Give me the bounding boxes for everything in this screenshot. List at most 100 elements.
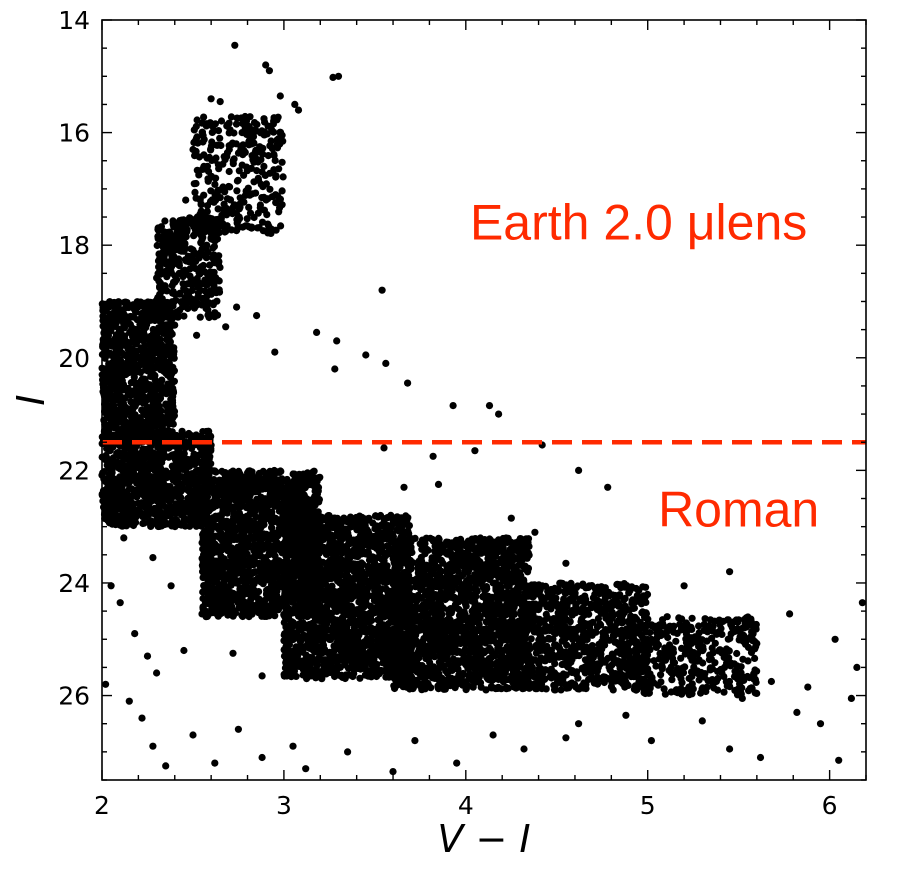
scatter-point	[133, 479, 141, 487]
scatter-point	[181, 444, 189, 452]
scatter-point	[202, 486, 210, 494]
scatter-point	[229, 472, 237, 480]
scatter-point	[101, 420, 109, 428]
scatter-point	[171, 321, 179, 329]
scatter-point	[353, 526, 361, 534]
scatter-point	[166, 339, 174, 347]
scatter-points	[98, 41, 867, 776]
scatter-point	[164, 470, 172, 478]
scatter-point	[109, 353, 117, 361]
scatter-point	[202, 561, 210, 569]
scatter-point	[203, 520, 211, 528]
scatter-point	[140, 335, 148, 343]
scatter-point	[103, 501, 112, 509]
scatter-point	[334, 604, 342, 612]
scatter-point	[375, 624, 383, 632]
scatter-point	[204, 538, 213, 546]
scatter-point	[182, 472, 190, 480]
scatter-point	[299, 671, 307, 679]
scatter-point	[280, 672, 288, 680]
scatter-point	[167, 366, 175, 374]
scatter-point	[116, 367, 124, 375]
scatter-point	[323, 562, 331, 570]
scatter-point	[285, 647, 294, 655]
scatter-point	[169, 405, 177, 414]
scatter-point	[291, 497, 299, 505]
scatter-point	[111, 313, 120, 321]
scatter-point	[235, 509, 243, 517]
scatter-point	[340, 645, 348, 653]
scatter-point	[103, 396, 111, 404]
scatter-point	[126, 351, 134, 359]
scatter-point	[256, 567, 264, 576]
scatter-point	[246, 490, 254, 498]
scatter-point	[204, 526, 212, 534]
scatter-point	[106, 298, 114, 306]
scatter-point	[234, 480, 242, 488]
scatter-point	[219, 508, 227, 516]
scatter-point	[142, 479, 150, 487]
scatter-point	[270, 546, 278, 555]
scatter-point	[214, 548, 222, 556]
scatter-point	[240, 490, 248, 498]
scatter-point	[311, 487, 319, 495]
scatter-point	[192, 456, 200, 465]
scatter-point	[169, 420, 177, 428]
scatter-point	[212, 468, 220, 476]
scatter-point	[282, 664, 290, 672]
scatter-point	[120, 497, 128, 505]
scatter-point	[316, 591, 324, 599]
scatter-point	[120, 406, 128, 414]
scatter-point	[132, 433, 141, 441]
scatter-point	[134, 423, 142, 431]
scatter-point	[136, 298, 144, 306]
scatter-point	[254, 488, 262, 496]
scatter-point	[255, 609, 263, 617]
scatter-point	[169, 384, 177, 392]
scatter-point	[118, 490, 126, 498]
scatter-point	[285, 561, 293, 569]
scatter-point	[149, 495, 157, 503]
scatter-point	[141, 399, 149, 407]
scatter-point	[106, 341, 114, 349]
scatter-point	[241, 576, 250, 584]
scatter-point	[264, 540, 272, 548]
scatter-point	[141, 356, 149, 364]
scatter-point	[159, 362, 167, 371]
scatter-point	[204, 454, 212, 462]
scatter-point	[199, 507, 207, 516]
scatter-point	[145, 392, 153, 400]
scatter-point	[113, 360, 121, 368]
scatter-point	[166, 443, 174, 452]
scatter-point	[166, 430, 174, 438]
scatter-point	[176, 520, 184, 528]
scatter-point	[173, 432, 181, 440]
scatter-point	[136, 346, 145, 354]
scatter-point	[133, 398, 142, 407]
scatter-point	[273, 557, 281, 565]
scatter-point	[198, 448, 206, 456]
scatter-point	[150, 455, 158, 463]
scatter-point	[227, 565, 235, 573]
scatter-point	[207, 432, 215, 440]
scatter-point	[131, 307, 140, 315]
scatter-point	[356, 512, 364, 520]
scatter-point	[256, 598, 264, 607]
scatter-point	[101, 508, 109, 516]
scatter-point	[119, 419, 127, 427]
scatter-point	[118, 315, 126, 323]
scatter-point	[239, 527, 247, 535]
scatter-point	[131, 453, 139, 461]
scatter-point	[366, 582, 375, 590]
scatter-point	[119, 399, 127, 408]
scatter-point	[112, 340, 120, 348]
scatter-point	[157, 343, 165, 351]
scatter-point	[140, 326, 148, 334]
scatter-point	[135, 490, 143, 498]
scatter-point	[255, 559, 263, 567]
scatter-point	[207, 480, 215, 488]
scatter-point	[166, 496, 175, 504]
scatter-point	[217, 602, 225, 611]
scatter-point	[382, 673, 390, 681]
